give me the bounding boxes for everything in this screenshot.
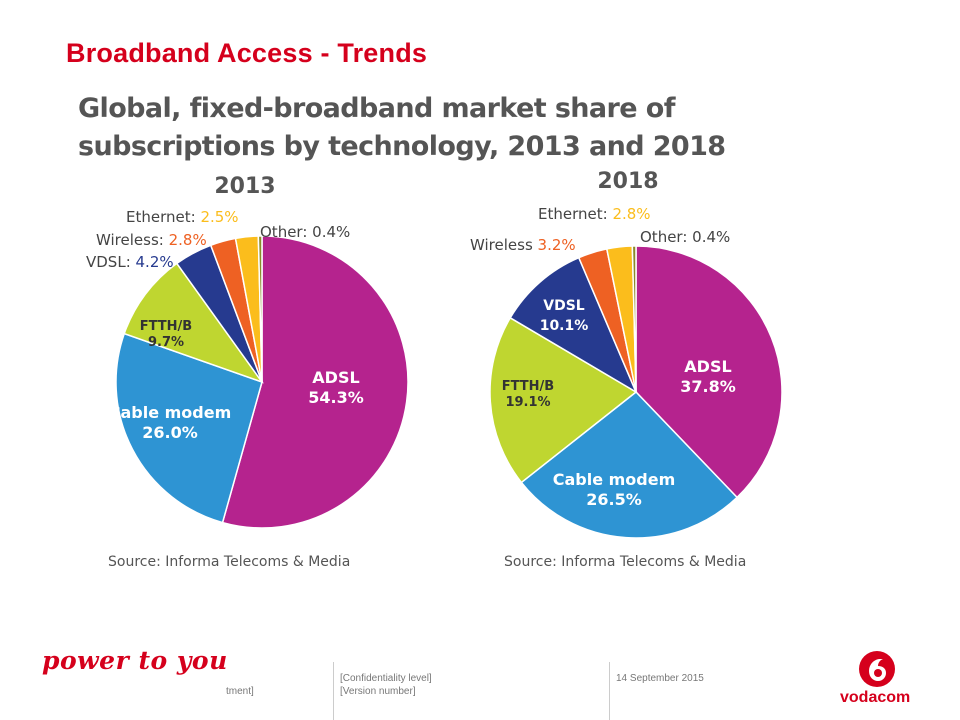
pie-chart-2018: 2018 ADSL 37.8% Cable modem 26.5% FTTH/B 19.1%…	[470, 169, 783, 570]
pie-slice-2013-other	[257, 235, 263, 383]
pie-charts: 2013 ADSL 54.3% Cable modem 26.0% FTTH/B 9.7% V…	[86, 169, 783, 570]
pie-slice-2018-adsl	[635, 245, 783, 499]
footer-date: 14 September 2015	[616, 673, 704, 684]
slice-label-2018-vdsl: VDSL 10.1%	[540, 298, 589, 334]
slice-label-2013-other: Other: 0.4%	[260, 223, 350, 241]
slice-label-2013-adsl: ADSL 54.3%	[308, 368, 364, 407]
footer-department: tment]	[226, 686, 254, 697]
slide-title: Broadband Access - Trends	[66, 38, 428, 68]
pie-slice-2018-vdsl	[509, 256, 638, 394]
slice-label-2013-cable-modem: Cable modem 26.0%	[109, 403, 232, 442]
slice-label-2013-wireless: Wireless: 2.8%	[96, 231, 207, 249]
source-note-2013: Source: Informa Telecoms & Media	[108, 554, 350, 570]
pie-slice-2013-adsl	[221, 235, 409, 529]
logo-wordmark: vodacom	[840, 689, 911, 706]
slice-label-2018-ethernet: Ethernet: 2.8%	[538, 205, 651, 223]
slice-label-2013-vdsl: VDSL: 4.2%	[86, 253, 174, 271]
pie-slice-2013-cable-modem	[115, 332, 263, 524]
slice-label-2018-wireless: Wireless 3.2%	[470, 236, 576, 254]
chart-heading: Global, fixed-broadband market share of …	[78, 93, 726, 162]
pie-slice-2018-ftth-b	[489, 316, 638, 484]
footer-version: [Version number]	[340, 686, 416, 697]
pie-title-2013: 2013	[214, 174, 275, 199]
footer-confidentiality: [Confidentiality level]	[340, 673, 432, 684]
slice-label-2018-other: Other: 0.4%	[640, 228, 730, 246]
pie-chart-2013: 2013 ADSL 54.3% Cable modem 26.0% FTTH/B 9.7% V…	[86, 174, 409, 570]
footer-divider	[609, 662, 610, 720]
tagline: power to you	[42, 646, 228, 675]
pie-slice-2018-cable-modem	[520, 390, 739, 539]
slice-label-2013-ethernet: Ethernet: 2.5%	[126, 208, 239, 226]
slice-label-2013-ftth-b: FTTH/B 9.7%	[140, 319, 192, 350]
pie-slice-2013-ftth-b	[123, 262, 264, 384]
footer-divider	[333, 662, 334, 720]
pie-slice-2018-other	[631, 245, 637, 393]
pie-title-2018: 2018	[597, 169, 658, 194]
slice-label-2018-adsl: ADSL 37.8%	[680, 357, 736, 396]
source-note-2018: Source: Informa Telecoms & Media	[504, 554, 746, 570]
slice-label-2018-ftth-b: FTTH/B 19.1%	[502, 379, 554, 410]
vodafone-speechmark-icon	[859, 651, 895, 687]
slice-label-2018-cable-modem: Cable modem 26.5%	[553, 470, 676, 509]
